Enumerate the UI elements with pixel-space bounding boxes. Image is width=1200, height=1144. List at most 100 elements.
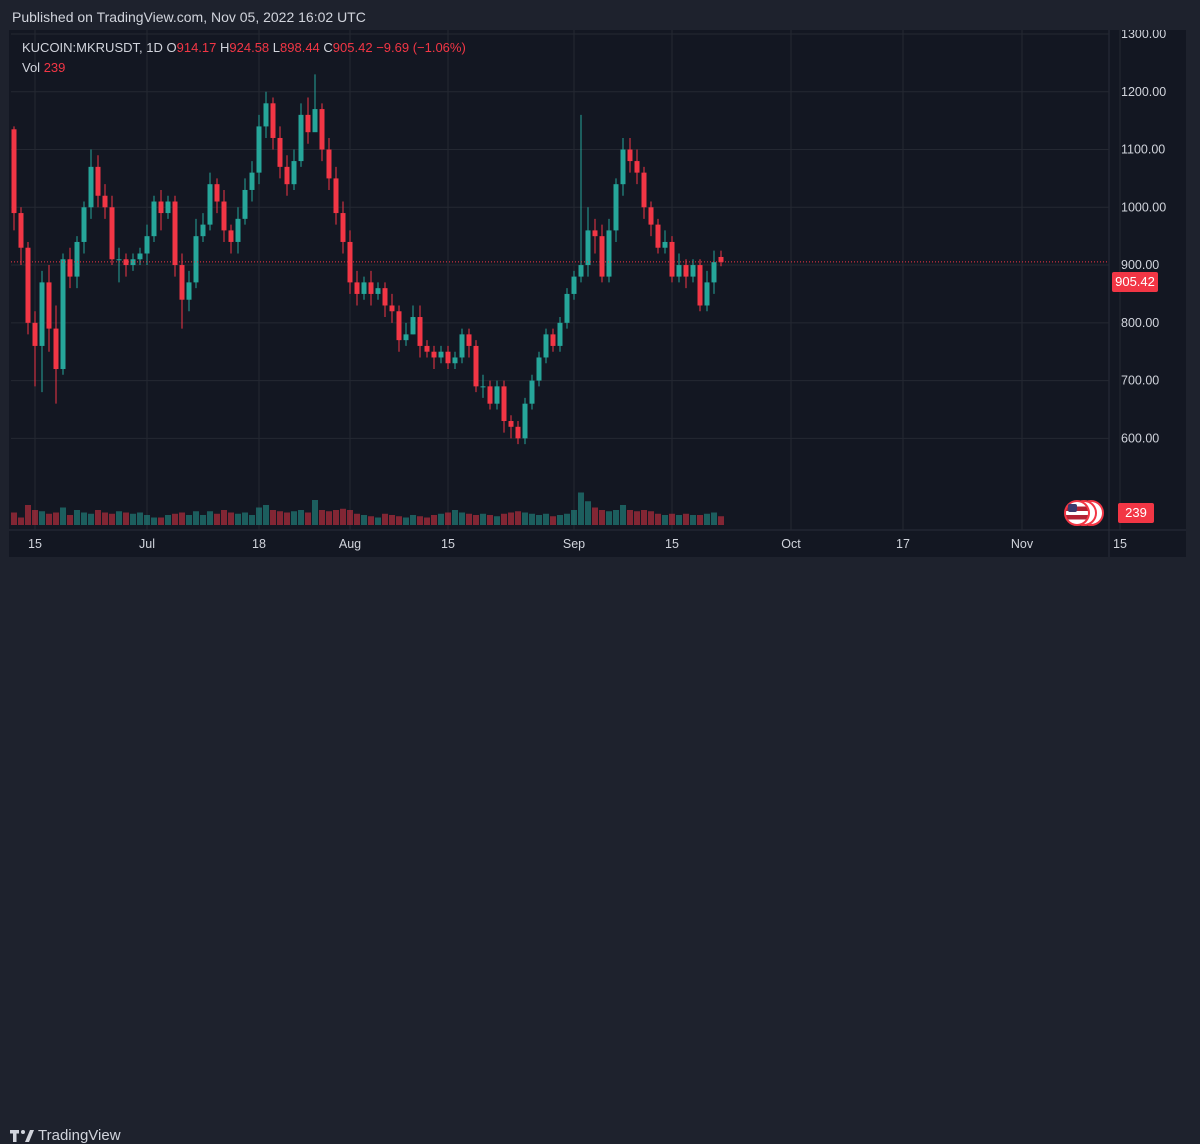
price-tick-label: 1100.00	[1121, 143, 1165, 157]
low-label: L	[272, 40, 281, 55]
candle-body	[200, 224, 206, 237]
candle-body	[515, 426, 521, 439]
volume-bar	[298, 510, 304, 525]
volume-bar	[151, 517, 157, 525]
volume-bar	[193, 511, 199, 525]
volume-bar	[228, 512, 234, 525]
symbol-name[interactable]: KUCOIN:MKRUSDT, 1D	[22, 40, 163, 55]
candle-body	[312, 109, 318, 133]
flag-canton	[1068, 504, 1077, 512]
candle-body	[424, 345, 430, 352]
candle-body	[368, 282, 374, 294]
candle-body	[46, 282, 52, 329]
volume-bar	[466, 513, 472, 525]
candle-body	[445, 351, 451, 364]
volume-bar	[102, 512, 108, 525]
volume-bar	[382, 513, 388, 525]
candle-body	[648, 207, 654, 225]
candle-body	[109, 207, 115, 260]
time-tick-label: 15	[665, 537, 679, 551]
volume-bar	[424, 517, 430, 525]
candle-body	[431, 351, 437, 358]
volume-bar	[235, 513, 241, 525]
volume-bar	[18, 517, 24, 525]
candle-body	[95, 166, 101, 196]
volume-legend: Vol 239	[22, 60, 65, 75]
volume-bar	[459, 512, 465, 525]
volume-bar	[613, 510, 619, 525]
candle-body	[249, 172, 255, 190]
volume-bar	[396, 516, 402, 525]
candle-body	[627, 149, 633, 162]
time-tick-label: Aug	[339, 537, 361, 551]
volume-label[interactable]: Vol	[22, 60, 41, 75]
current-price-label: 905.42	[1112, 272, 1158, 292]
volume-bar	[158, 517, 164, 525]
volume-bar	[165, 515, 171, 525]
time-tick-label: Nov	[1011, 537, 1034, 551]
candle-body	[151, 201, 157, 237]
volume-bar	[410, 515, 416, 525]
price-tick-label: 1000.00	[1121, 200, 1166, 214]
candlestick-chart[interactable]: 1300.00 1200.00 1100.00 1000.00 900.00 800.00…	[9, 30, 1186, 557]
volume-bar	[32, 510, 38, 525]
candle-body	[466, 334, 472, 346]
candle-body	[718, 256, 724, 263]
volume-bar	[179, 512, 185, 525]
candle-body	[550, 334, 556, 346]
candle-body	[452, 357, 458, 364]
candle-body	[389, 305, 395, 312]
high-value: 924.58	[229, 40, 270, 55]
candle-body	[340, 213, 346, 242]
price-tick-label: 700.00	[1121, 374, 1159, 388]
volume-bar	[221, 510, 227, 525]
candle-body	[382, 288, 388, 306]
volume-bar	[704, 513, 710, 525]
candle-body	[116, 259, 122, 261]
change-value: −9.69 (−1.06%)	[376, 40, 466, 55]
candle-body	[242, 189, 248, 219]
volume-bar	[543, 513, 549, 525]
candle-body	[669, 241, 675, 277]
volume-bar	[347, 510, 353, 525]
time-tick-label: Sep	[563, 537, 585, 551]
footer: TradingView	[0, 557, 1200, 1144]
us-flag-icon[interactable]	[1064, 500, 1090, 526]
candle-body	[102, 195, 108, 208]
candle-body	[480, 386, 486, 388]
candle-body	[613, 184, 619, 231]
volume-bar	[270, 510, 276, 525]
volume-bar	[599, 510, 605, 525]
candle-body	[564, 293, 570, 323]
candle-body	[571, 276, 577, 294]
volume-bar	[11, 512, 17, 525]
volume-bar	[214, 513, 220, 525]
time-tick-label: Jul	[139, 537, 155, 551]
candle-body	[221, 201, 227, 231]
header-bar: Published on TradingView.com, Nov 05, 20…	[0, 0, 1200, 30]
candle-body	[39, 282, 45, 346]
tradingview-logo[interactable]: TradingView	[10, 1127, 121, 1144]
volume-bar	[116, 511, 122, 525]
candle-body	[179, 265, 185, 300]
candle-body	[508, 421, 514, 427]
candle-body	[704, 282, 710, 306]
volume-bar	[550, 516, 556, 525]
published-text: Published on TradingView.com, Nov 05, 20…	[12, 9, 366, 25]
tradingview-logo-icon	[10, 1129, 34, 1142]
volume-bar	[39, 511, 45, 525]
candle-body	[18, 213, 24, 248]
candle-body	[172, 201, 178, 266]
candle-body	[711, 262, 717, 283]
volume-bar	[333, 510, 339, 525]
candle-body	[641, 172, 647, 208]
volume-bar	[452, 510, 458, 525]
candle-body	[25, 247, 31, 323]
volume-bar	[137, 512, 143, 525]
candle-body	[438, 351, 444, 358]
volume-bar	[557, 515, 563, 525]
candle-body	[662, 241, 668, 248]
volume-bar	[718, 516, 724, 525]
volume-bar	[46, 513, 52, 525]
candle-body	[228, 230, 234, 242]
